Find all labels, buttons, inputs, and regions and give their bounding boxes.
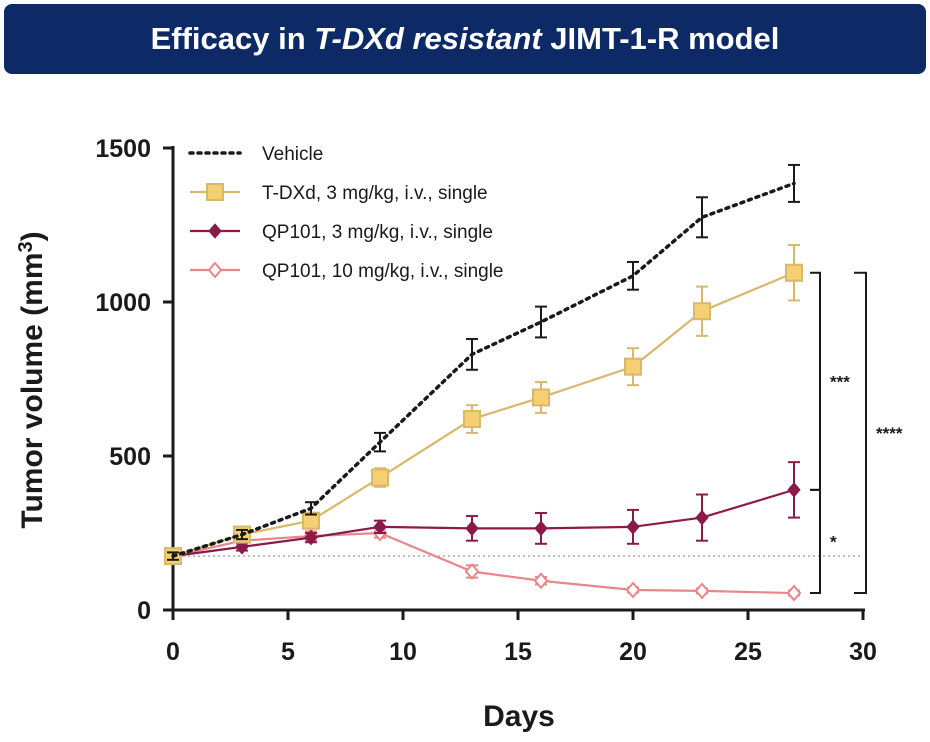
y-axis-title-main: Tumor volume (mm [16, 252, 49, 528]
data-point-qp101_3 [304, 529, 318, 546]
y-tick-label: 1000 [95, 289, 151, 317]
x-tick-label: 15 [504, 638, 532, 666]
y-tick-label: 0 [137, 597, 151, 625]
x-tick-label: 30 [849, 638, 877, 666]
axes: 0 5 10 15 20 25 30 0 500 1000 1500 [95, 135, 877, 666]
legend-item-tdxd: T-DXd, 3 mg/kg, i.v., single [190, 183, 488, 204]
data-point-qp101_3 [787, 482, 801, 498]
legend-swatch-marker [208, 223, 222, 239]
legend-item-qp101_10: QP101, 10 mg/kg, i.v., single [190, 261, 504, 282]
error-bar-vehicle [535, 305, 547, 339]
data-point-tdxd [785, 263, 803, 282]
data-point-qp101_10 [786, 584, 802, 602]
data-point-tdxd [371, 468, 389, 487]
significance-label: * [830, 532, 837, 551]
title-part-1: Efficacy in [150, 21, 315, 56]
error-bar-vehicle [627, 260, 639, 291]
title-part-3: JIMT-1-R model [541, 21, 780, 56]
legend-label: QP101, 10 mg/kg, i.v., single [262, 261, 504, 282]
data-point-tdxd [693, 302, 711, 321]
legend-item-qp101_3: QP101, 3 mg/kg, i.v., single [190, 222, 493, 243]
legend-label: QP101, 3 mg/kg, i.v., single [262, 222, 493, 243]
significance-bracket: *** [810, 271, 850, 491]
x-tick-label: 20 [619, 638, 647, 666]
y-axis-title-sup: 3 [15, 241, 37, 252]
data-point-qp101_10 [464, 562, 480, 581]
legend-swatch-marker [206, 183, 224, 201]
significance-bracket: **** [854, 271, 903, 595]
error-bar-vehicle [788, 163, 800, 203]
data-point-qp101_3 [373, 519, 387, 535]
data-point-qp101_3 [626, 519, 640, 535]
significance-brackets: ******** [810, 271, 903, 595]
bracket-line [810, 488, 821, 595]
x-tick-label: 25 [734, 638, 762, 666]
error-bar-vehicle [305, 501, 317, 516]
legend-item-vehicle: Vehicle [188, 144, 323, 165]
data-point-tdxd [532, 388, 550, 407]
data-point-qp101_3 [695, 509, 709, 526]
y-axis-title: Tumor volume (mm3) [15, 231, 49, 528]
x-tick-label: 5 [281, 638, 295, 666]
legend-swatch-marker [207, 261, 223, 279]
series-qp101_3 [166, 461, 801, 564]
data-point-qp101_10 [694, 582, 710, 600]
x-tick-label: 0 [166, 638, 180, 666]
data-point-qp101_10 [533, 572, 549, 590]
data-point-qp101_3 [465, 520, 479, 537]
series-vehicle [167, 163, 800, 561]
error-bar-vehicle [374, 431, 386, 453]
error-bar-vehicle [466, 337, 478, 371]
legend-label: T-DXd, 3 mg/kg, i.v., single [262, 183, 488, 204]
data-point-qp101_3 [534, 520, 548, 537]
error-bar-vehicle [167, 551, 179, 561]
data-point-qp101_10 [625, 581, 641, 599]
x-axis-title: Days [483, 700, 555, 733]
y-tick-label: 1500 [95, 135, 151, 163]
series-layer [164, 163, 803, 602]
data-point-tdxd [463, 410, 481, 429]
y-axis-title-close: ) [16, 231, 49, 241]
significance-label: **** [876, 424, 903, 443]
legend-label: Vehicle [262, 144, 323, 165]
significance-bracket: * [810, 488, 837, 595]
legend: Vehicle T-DXd, 3 mg/kg, i.v., single QP101… [188, 144, 504, 282]
data-point-tdxd [624, 357, 642, 376]
bracket-line [810, 271, 821, 491]
y-tick-label: 500 [109, 443, 151, 471]
x-tick-label: 10 [389, 638, 417, 666]
error-bar-vehicle [696, 196, 708, 239]
title-part-2: T-DXd resistant [314, 21, 542, 56]
significance-label: *** [830, 372, 850, 391]
bracket-line [854, 271, 867, 595]
error-bar-vehicle [236, 528, 248, 541]
title-banner: Efficacy in T-DXd resistant JIMT-1-R mod… [4, 4, 926, 74]
series-qp101_10 [165, 524, 802, 602]
